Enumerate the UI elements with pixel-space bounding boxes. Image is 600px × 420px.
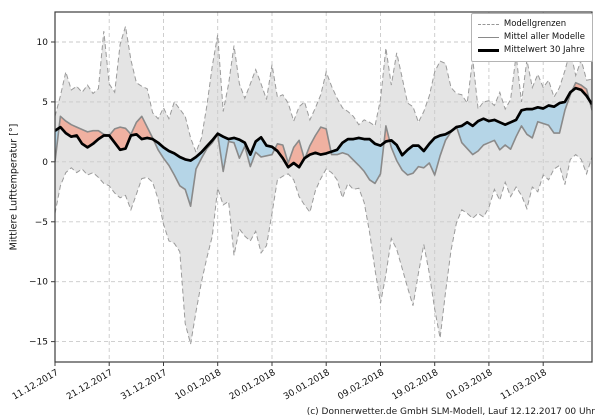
y-tick-label: −15 — [29, 338, 48, 348]
x-tick-label: 10.01.2018 — [174, 368, 224, 403]
x-tick-label: 21.12.2017 — [65, 368, 115, 402]
x-tick-label: 11.03.2018 — [499, 368, 549, 403]
plot-area — [55, 12, 592, 362]
model-spread-envelope-area — [55, 26, 592, 345]
x-tick-label: 09.02.2018 — [336, 368, 386, 403]
x-tick-label: 01.03.2018 — [445, 368, 495, 403]
x-tick-label: 19.02.2018 — [391, 368, 441, 403]
y-axis-title: Mittlere Lufttemperatur [°] — [8, 123, 20, 251]
upper-model-bound-line — [55, 26, 592, 154]
legend-row-mittel-aller-modelle: Mittel aller Modelle — [477, 31, 585, 44]
ensemble-mean-line — [55, 81, 592, 207]
lower-model-bound-line — [55, 153, 592, 345]
y-tick-label: 10 — [37, 38, 49, 48]
plot-frame — [54, 11, 593, 363]
x-tick-label: 11.12.2017 — [11, 368, 61, 402]
x-tick-label: 20.01.2018 — [228, 368, 278, 403]
legend-row-mittelwert-30-jahre: Mittelwert 30 Jahre — [477, 44, 585, 57]
legend-label-modellgrenzen: Modellgrenzen — [503, 19, 567, 29]
dashed-line-sample-icon — [477, 24, 499, 25]
copyright-text: (c) Donnerwetter.de GmbH SLM-Modell, Lau… — [306, 407, 595, 417]
legend: Modellgrenzen Mittel aller Modelle Mitte… — [470, 13, 593, 62]
x-tick-label: 31.12.2017 — [119, 368, 169, 402]
climate-mean-line — [55, 86, 592, 169]
black-line-sample-icon — [477, 49, 499, 52]
legend-label-mittel-aller-modelle: Mittel aller Modelle — [503, 32, 585, 42]
y-tick-label: −10 — [29, 278, 48, 288]
y-tick-label: 5 — [42, 98, 48, 108]
y-tick-label: 0 — [42, 158, 48, 168]
warm-anomaly-area — [55, 82, 592, 168]
x-tick-label: 30.01.2018 — [282, 368, 332, 403]
legend-row-modellgrenzen: Modellgrenzen — [477, 18, 585, 31]
y-tick-label: −5 — [35, 218, 48, 228]
legend-label-mittelwert-30-jahre: Mittelwert 30 Jahre — [503, 45, 585, 55]
gray-line-sample-icon — [477, 37, 499, 38]
